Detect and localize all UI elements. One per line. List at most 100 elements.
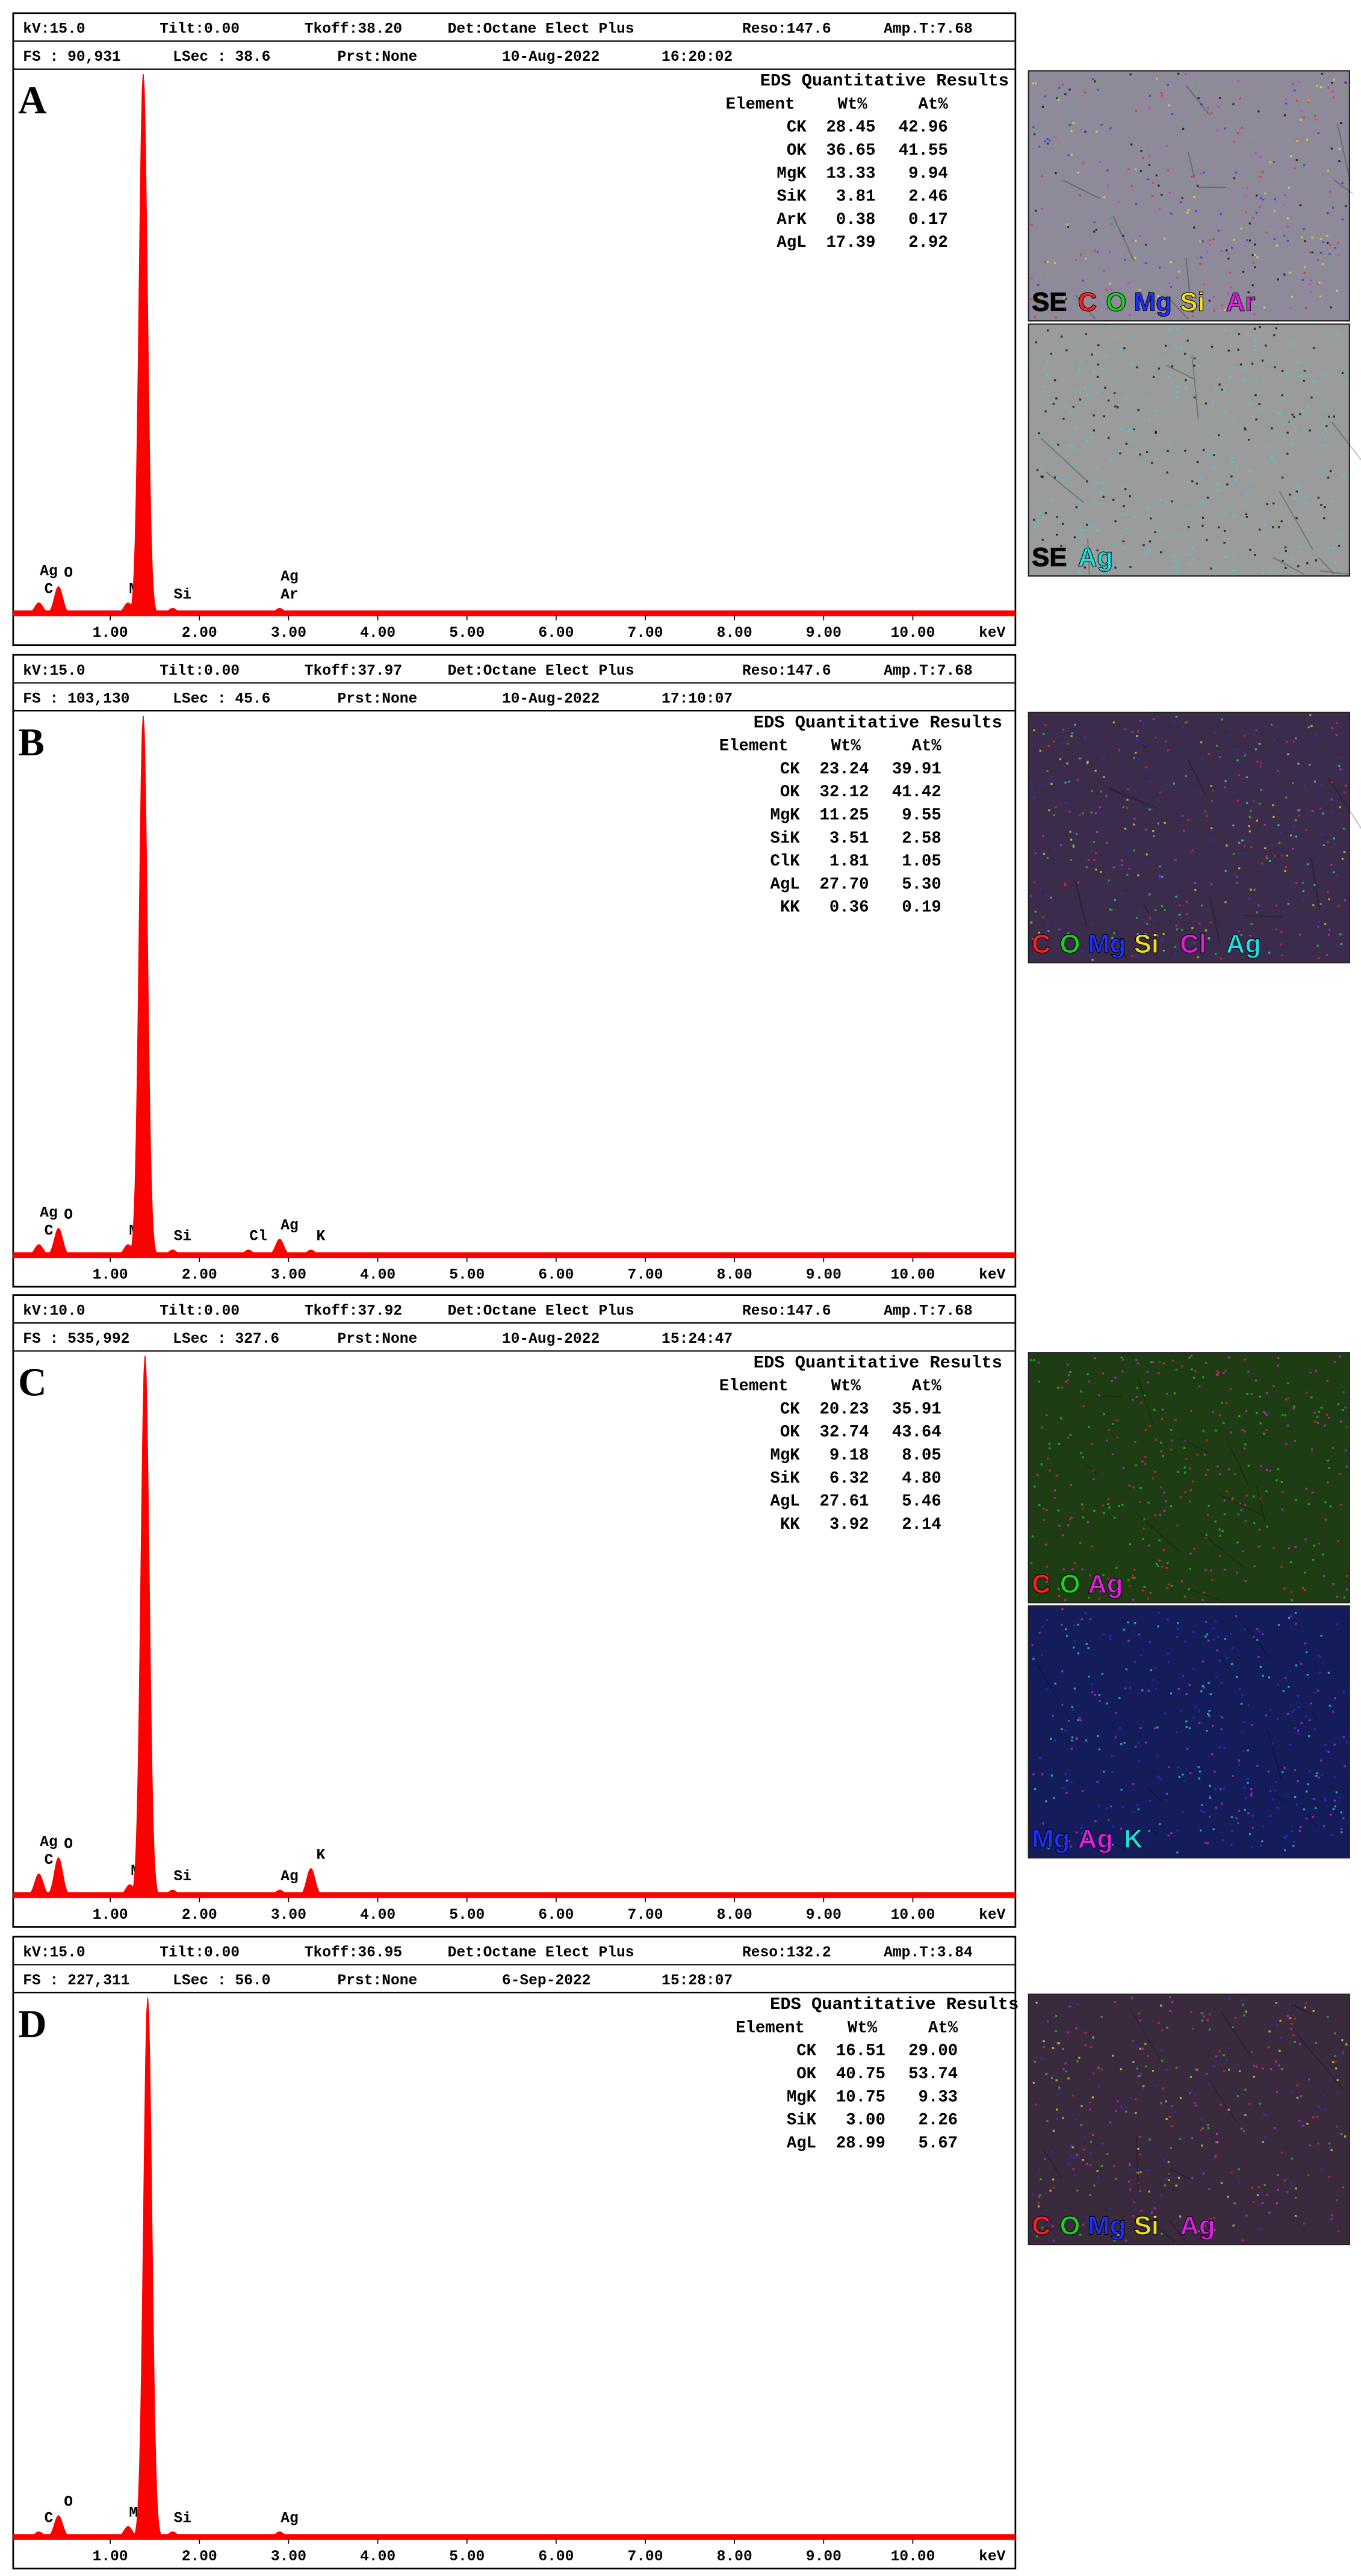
map-speckle bbox=[1157, 822, 1159, 825]
map-speckle bbox=[1210, 568, 1212, 570]
map-speckle bbox=[1093, 2184, 1096, 2187]
map-speckle bbox=[1316, 2116, 1319, 2118]
map-speckle bbox=[1142, 722, 1145, 725]
map-speckle bbox=[1317, 1689, 1319, 1692]
map-speckle bbox=[1140, 149, 1142, 152]
map-speckle bbox=[1159, 1514, 1162, 1516]
table-cell: 28.99 bbox=[836, 2134, 885, 2153]
map-speckle bbox=[1168, 282, 1171, 284]
header-field: Prst:None bbox=[337, 1331, 417, 1348]
map-speckle bbox=[1313, 380, 1315, 383]
map-speckle bbox=[1142, 2088, 1145, 2090]
map-speckle bbox=[1338, 160, 1341, 163]
map-speckle bbox=[1244, 1504, 1246, 1506]
map-speckle bbox=[1277, 1357, 1280, 1360]
table-cell: 2.58 bbox=[902, 829, 941, 848]
map-speckle bbox=[1031, 2194, 1034, 2197]
map-speckle bbox=[1055, 2079, 1058, 2082]
header-field: Reso:147.6 bbox=[742, 22, 831, 38]
map-speckle bbox=[1197, 97, 1200, 99]
map-speckle bbox=[1256, 1639, 1259, 1641]
map-speckle bbox=[1210, 939, 1213, 941]
map-speckle bbox=[1094, 852, 1097, 854]
map-speckle bbox=[1111, 223, 1113, 225]
map-speckle bbox=[1265, 855, 1268, 857]
map-speckle bbox=[1284, 870, 1286, 872]
map-speckle bbox=[1047, 2221, 1050, 2223]
map-speckle bbox=[1044, 512, 1047, 515]
map-speckle bbox=[1046, 1688, 1048, 1691]
map-speckle bbox=[1303, 2222, 1306, 2225]
map-speckle bbox=[1231, 1497, 1234, 1500]
map-speckle bbox=[1295, 517, 1298, 519]
map-speckle bbox=[1310, 1396, 1313, 1399]
map-speckle bbox=[1307, 1503, 1310, 1505]
map-speckle bbox=[1328, 1704, 1332, 1707]
map-speckle bbox=[1323, 517, 1325, 519]
map-speckle bbox=[1174, 344, 1177, 347]
map-speckle bbox=[1050, 498, 1052, 501]
map-speckle bbox=[1111, 1771, 1113, 1773]
map-speckle bbox=[1329, 244, 1332, 246]
map-speckle bbox=[1236, 799, 1239, 802]
map-speckle bbox=[1292, 782, 1294, 784]
map-speckle bbox=[1301, 882, 1304, 884]
map-speckle bbox=[1220, 212, 1222, 215]
map-speckle bbox=[1186, 913, 1188, 915]
map-speckle bbox=[1121, 327, 1124, 329]
map-speckle bbox=[1030, 894, 1032, 897]
map-speckle bbox=[1179, 2215, 1182, 2218]
map-speckle bbox=[1264, 847, 1266, 849]
map-speckle bbox=[1306, 562, 1309, 565]
map-speckle bbox=[1136, 735, 1138, 737]
map-speckle bbox=[1080, 547, 1082, 550]
x-tick-label: 7.00 bbox=[628, 625, 663, 642]
spectrum-peak bbox=[42, 1857, 75, 1896]
map-speckle bbox=[1135, 202, 1138, 205]
map-speckle bbox=[1087, 858, 1090, 861]
map-speckle bbox=[1058, 928, 1061, 931]
map-speckle bbox=[1223, 1513, 1226, 1516]
map-speckle bbox=[1262, 1674, 1264, 1677]
map-speckle bbox=[1054, 1682, 1056, 1685]
map-speckle bbox=[1256, 2066, 1258, 2068]
map-speckle bbox=[1136, 2168, 1139, 2170]
map-speckle bbox=[1192, 315, 1194, 318]
map-speckle bbox=[1324, 438, 1327, 440]
map-speckle bbox=[1316, 259, 1319, 261]
map-speckle bbox=[1114, 1736, 1117, 1739]
map-speckle bbox=[1330, 864, 1333, 866]
map-speckle bbox=[1295, 737, 1297, 740]
map-speckle bbox=[1202, 1376, 1204, 1378]
map-scratch bbox=[1331, 421, 1361, 461]
table-cell: SiK bbox=[770, 829, 801, 848]
map-speckle bbox=[1206, 1730, 1208, 1732]
map-speckle bbox=[1096, 549, 1099, 552]
map-speckle bbox=[1235, 1615, 1238, 1617]
map-speckle bbox=[1033, 518, 1035, 521]
map-speckle bbox=[1125, 1668, 1127, 1671]
map-speckle bbox=[1283, 397, 1286, 400]
map-speckle bbox=[1242, 270, 1245, 273]
map-speckle bbox=[1158, 1611, 1160, 1614]
map-speckle bbox=[1041, 2057, 1044, 2060]
map-speckle bbox=[1342, 1736, 1345, 1738]
map-speckle bbox=[1313, 884, 1316, 887]
header-field: Amp.T:7.68 bbox=[884, 1303, 973, 1319]
map-speckle bbox=[1344, 899, 1347, 902]
map-speckle bbox=[1088, 1596, 1090, 1599]
map-speckle bbox=[1316, 1416, 1319, 1418]
map-speckle bbox=[1235, 2016, 1237, 2019]
map-speckle bbox=[1152, 830, 1155, 832]
map-speckle bbox=[1057, 1588, 1060, 1590]
map-speckle bbox=[1341, 1831, 1343, 1833]
map-speckle bbox=[1304, 829, 1307, 831]
map-speckle bbox=[1262, 2141, 1264, 2143]
map-speckle bbox=[1219, 1714, 1222, 1717]
map-speckle bbox=[1046, 1618, 1049, 1621]
table-cell: CK bbox=[787, 119, 807, 137]
map-speckle bbox=[1297, 1732, 1300, 1735]
map-speckle bbox=[1098, 1748, 1101, 1751]
map-speckle bbox=[1344, 81, 1347, 84]
map-speckle bbox=[1339, 806, 1341, 808]
